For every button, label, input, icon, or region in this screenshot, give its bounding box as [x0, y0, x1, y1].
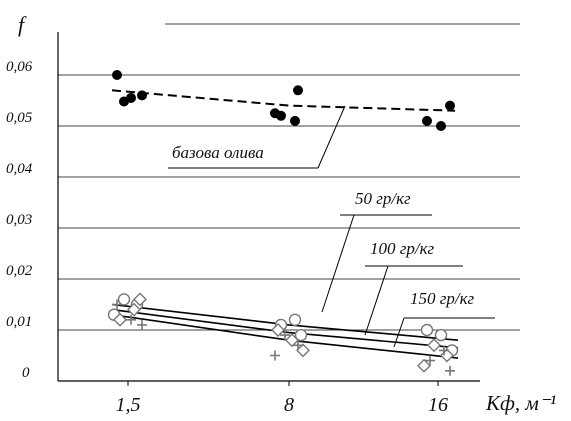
- series-label: 50 гр/кг: [355, 189, 411, 208]
- point-marker: [117, 293, 131, 306]
- point-marker: [137, 90, 147, 101]
- point-marker: [439, 345, 449, 356]
- x-tick-labels: 1,5 8 16: [116, 394, 449, 416]
- point-marker: [436, 121, 446, 131]
- point-marker: [290, 115, 300, 126]
- point-marker: [294, 328, 308, 342]
- point-marker: [113, 312, 127, 327]
- y-tick-label: 0,04: [6, 161, 33, 177]
- point-marker: [425, 355, 435, 366]
- y-tick-label: 0,03: [6, 212, 32, 228]
- x-tick-label: 1,5: [116, 394, 141, 416]
- point-marker: [422, 115, 432, 126]
- point-marker: [271, 323, 285, 337]
- point-marker: [285, 333, 299, 348]
- point-marker: [276, 110, 286, 121]
- point-marker: [293, 85, 303, 96]
- point-marker: [137, 319, 147, 330]
- point-marker: [126, 314, 136, 325]
- point-marker: [417, 358, 431, 373]
- series-label: 150 гр/кг: [410, 289, 475, 308]
- point-marker: [445, 100, 455, 111]
- point-marker: [288, 313, 302, 326]
- point-marker: [119, 96, 129, 107]
- point-marker: [127, 302, 141, 317]
- trend-line: [111, 308, 459, 349]
- trend-lines: [111, 89, 459, 359]
- data-points: [107, 70, 459, 376]
- x-tick-label: 16: [428, 394, 448, 416]
- y-tick-label: 0: [22, 365, 30, 381]
- grid-lines: [58, 23, 520, 331]
- series-label: базова олива: [172, 143, 264, 162]
- point-marker: [112, 70, 122, 80]
- x-tick-label: 8: [284, 394, 294, 416]
- point-marker: [293, 340, 303, 351]
- y-tick-labels: 0 0,01 0,02 0,03 0,04 0,05 0,06: [6, 59, 33, 381]
- y-axis-label: f: [18, 12, 27, 37]
- x-axis-label: Kф, м⁻¹: [485, 391, 556, 415]
- trend-line: [111, 89, 456, 112]
- axes: [57, 32, 480, 386]
- point-marker: [420, 323, 434, 337]
- point-marker: [296, 343, 310, 358]
- y-tick-label: 0,01: [6, 314, 32, 330]
- point-marker: [434, 328, 448, 342]
- point-marker: [270, 350, 280, 361]
- annotation-leader: [393, 317, 405, 348]
- point-marker: [280, 330, 290, 341]
- annotation-leader: [321, 214, 355, 313]
- y-tick-label: 0,06: [6, 59, 33, 75]
- annotation-leader: [364, 265, 389, 336]
- annotation-leader: [317, 105, 346, 169]
- trend-line: [111, 303, 459, 341]
- point-marker: [427, 338, 441, 353]
- point-marker: [445, 365, 455, 376]
- y-tick-label: 0,05: [6, 110, 33, 126]
- series-label: 100 гр/кг: [370, 239, 435, 258]
- point-marker: [133, 292, 147, 307]
- series-annotations: базова олива 50 гр/кг 100 гр/кг 150 гр/кг: [168, 105, 495, 348]
- y-tick-label: 0,02: [6, 263, 33, 279]
- point-marker: [112, 299, 122, 310]
